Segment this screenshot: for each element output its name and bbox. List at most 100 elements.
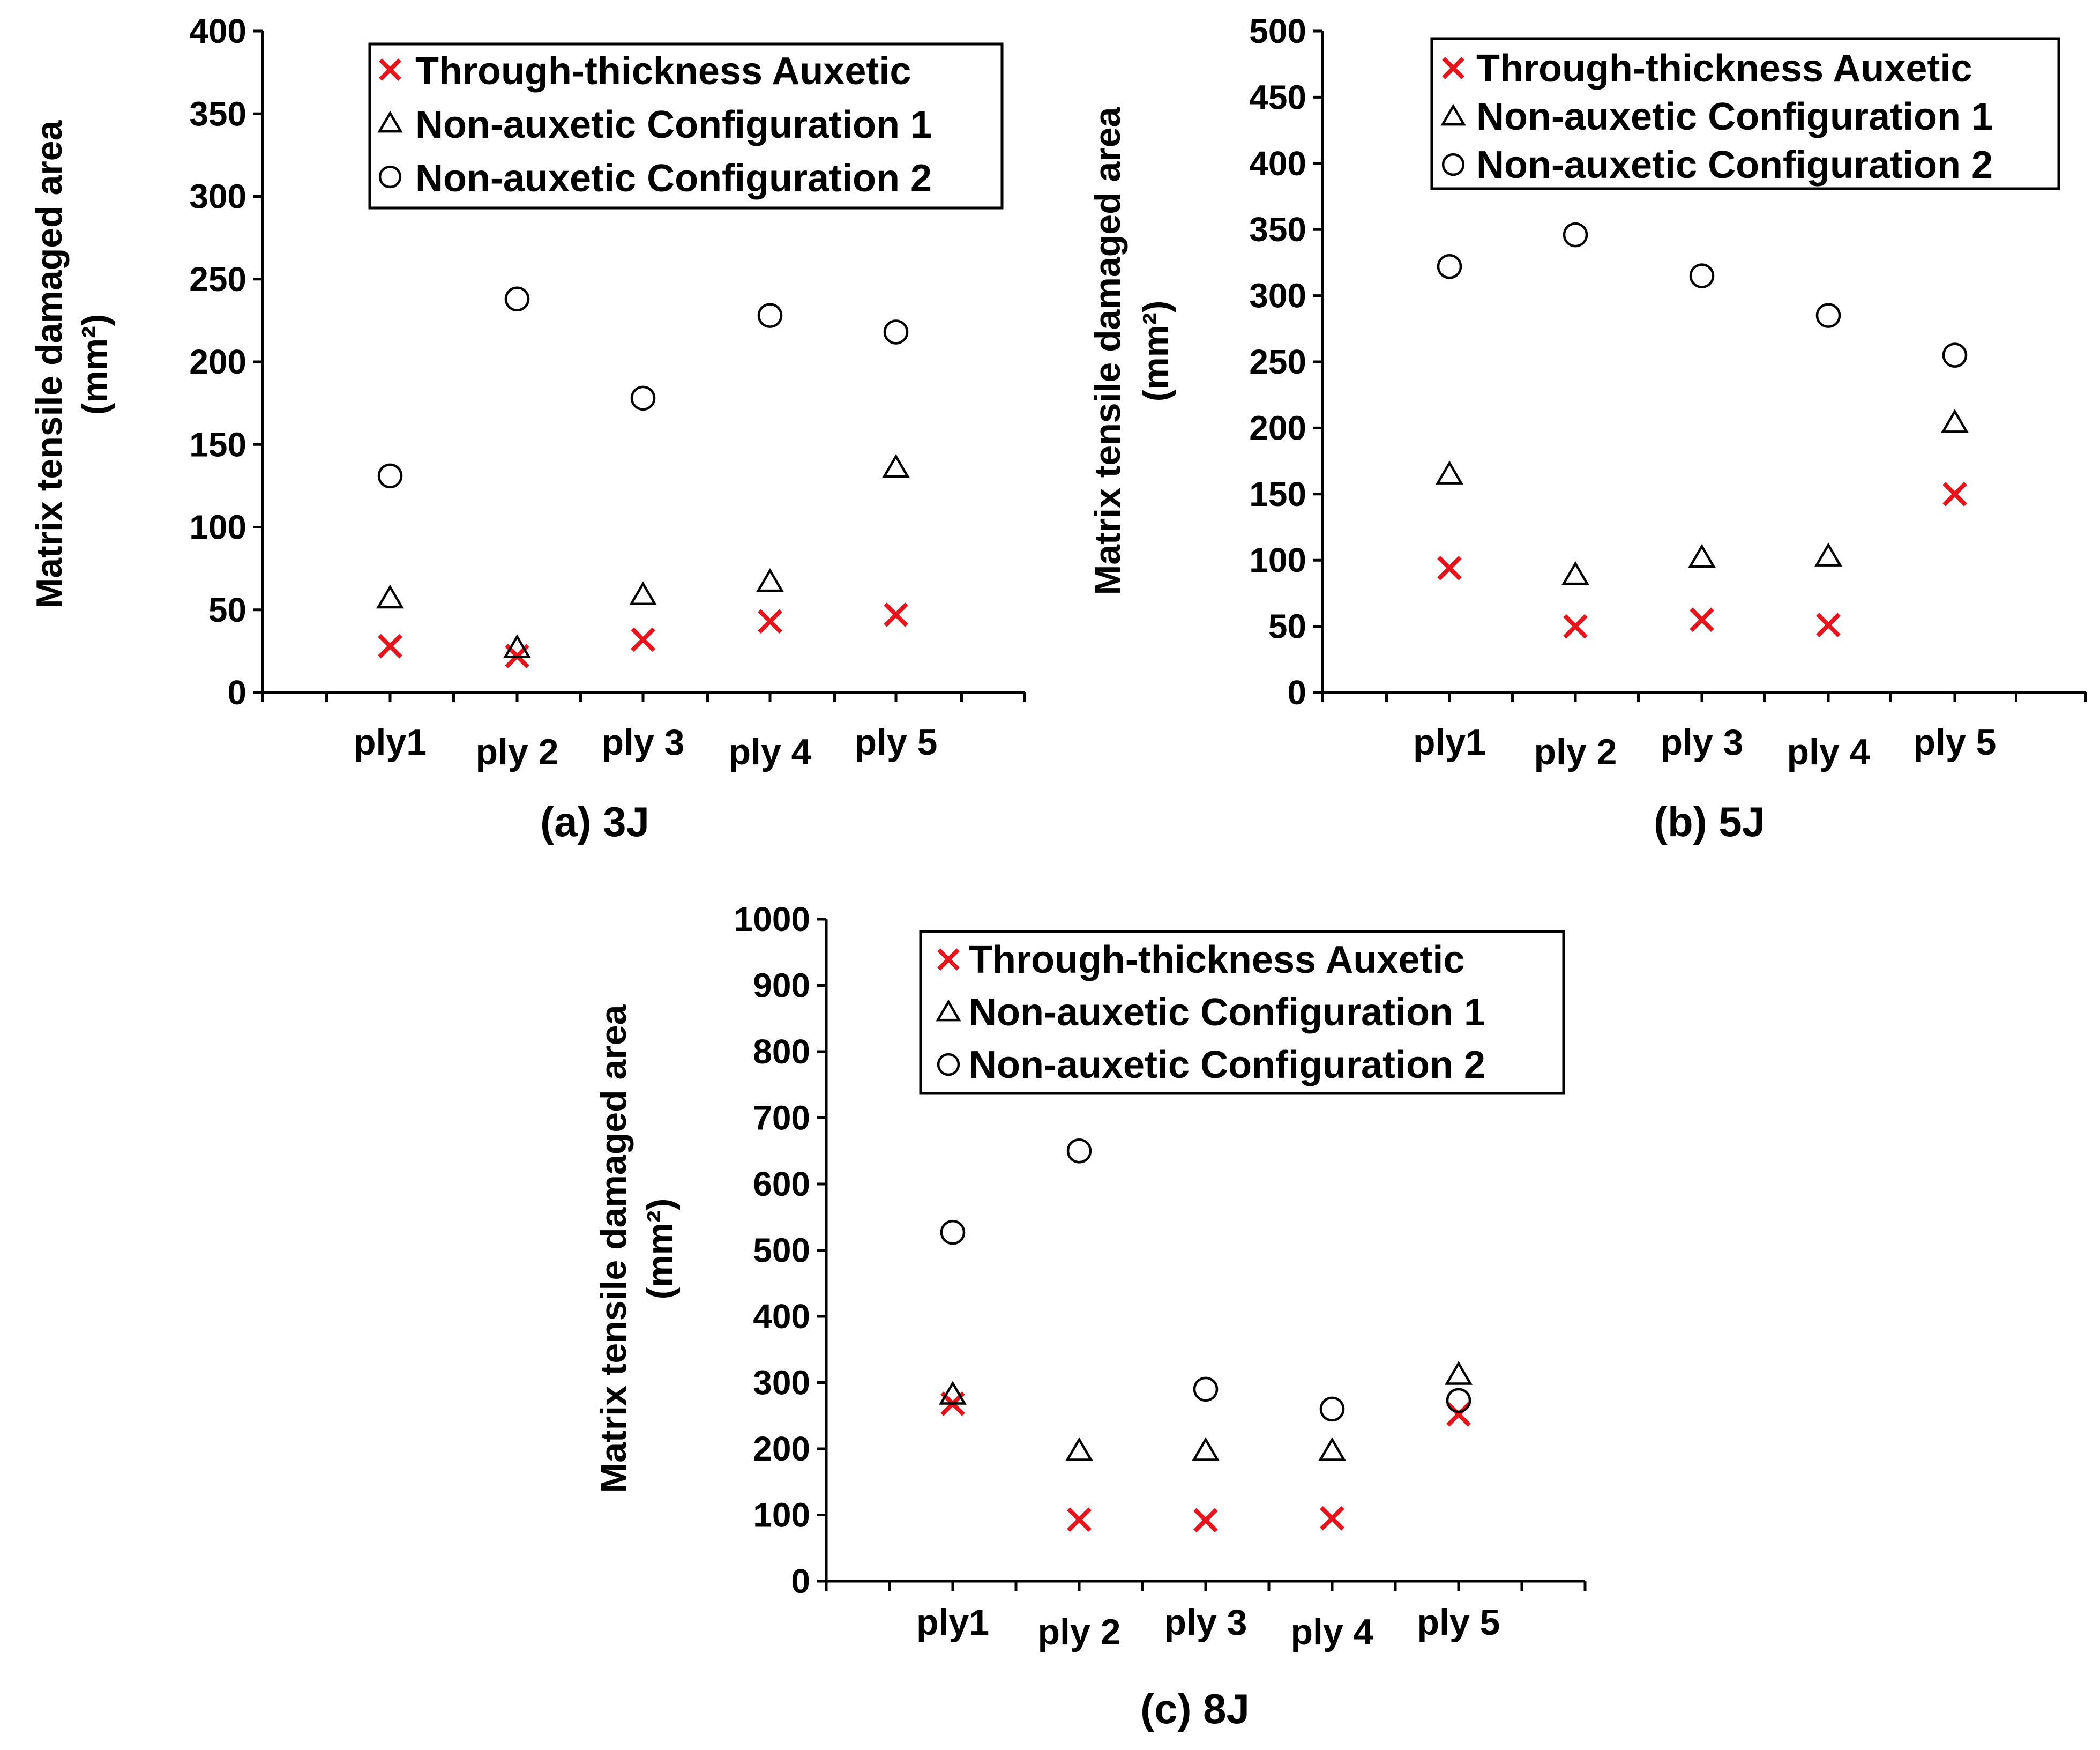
legend-marker-config2 [937,1053,960,1076]
y-axis-title-line1: Matrix tensile damaged area [29,120,70,608]
y-axis-title-line1: Matrix tensile damaged area [593,1004,634,1493]
data-point-auxetic [1563,614,1588,639]
data-point-config1 [376,584,404,609]
chart-3j: Matrix tensile damaged area (mm²) 0 50 100… [29,12,1026,845]
x-tick-label: ply 2 [1534,732,1617,772]
data-point-config2 [1319,1396,1345,1422]
y-tick-label: 400 [753,1297,810,1336]
y-tick-label: 100 [753,1496,810,1535]
y-tick-label: 100 [189,508,246,547]
data-point-auxetic [1067,1507,1092,1532]
x-tick-label: ply 3 [602,722,685,763]
y-tick-label: 450 [1249,78,1306,116]
x-tick-label: ply 5 [855,722,938,763]
data-point-config1 [756,568,784,592]
y-axis-title: Matrix tensile damaged area (mm²) [1087,106,1176,595]
data-point-config2 [883,319,909,345]
data-point-config2 [1689,263,1715,288]
y-tick-label: 100 [1249,541,1306,579]
y-tick-label: 200 [753,1429,810,1468]
data-point-auxetic [758,609,782,634]
caption-5j: (b) 5J [1654,798,1765,845]
y-tick-label: 0 [227,673,246,712]
data-point-config1 [503,634,531,658]
y-tick-label: 600 [753,1165,810,1203]
y-tick-label: 500 [1249,12,1306,50]
x-tick-label: ply 3 [1164,1602,1247,1643]
data-point-auxetic [1816,613,1841,637]
legend-label-config2: Non-auxetic Configuration 2 [1476,144,1993,187]
data-marks [376,286,910,668]
y-axis-title: Matrix tensile damaged area (mm²) [593,1004,681,1493]
legend-box [368,42,1004,210]
data-point-config1 [882,453,910,478]
legend-box [919,930,1565,1095]
x-tick-label: ply 2 [1038,1612,1121,1652]
axis-ticks: 0 50 100 150 200 250 300 350 400 450 500 ply1 ply 2 p… [1249,12,2087,772]
x-tick-label: ply 5 [1914,722,1997,763]
x-tick-label: ply 4 [729,732,812,772]
data-point-auxetic [1437,556,1462,580]
legend-label-auxetic: Through-thickness Auxetic [969,939,1464,981]
data-point-config1 [1814,542,1842,567]
y-tick-label: 200 [1249,408,1306,447]
x-tick-label: ply1 [354,722,427,763]
y-tick-label: 800 [753,1032,810,1071]
data-point-auxetic [884,602,908,627]
y-axis-title-line2: (mm²) [640,1198,681,1300]
data-point-config1 [1436,460,1463,485]
data-point-config1 [1192,1437,1220,1461]
x-tick-label: ply 3 [1661,722,1744,763]
data-marks [939,1138,1473,1533]
y-axis-title-line2: (mm²) [74,314,115,415]
legend: Through-thickness Auxetic Non-auxetic Co… [1430,37,2060,190]
y-tick-label: 150 [1249,475,1306,513]
caption-8j: (c) 8J [1140,1685,1250,1732]
chart-5j: Matrix tensile damaged area (mm²) 0 50 100… [1087,12,2087,845]
data-point-config1 [1445,1361,1473,1385]
data-point-auxetic [1942,481,1967,507]
data-point-config2 [1815,303,1841,328]
x-tick-label: ply 5 [1417,1602,1500,1643]
y-tick-label: 350 [189,94,246,133]
legend-label-config1: Non-auxetic Configuration 1 [1476,95,1993,138]
legend-marker-config2 [1441,153,1465,176]
data-point-auxetic [1320,1506,1344,1531]
legend-label-config1: Non-auxetic Configuration 1 [969,991,1485,1034]
y-tick-label: 0 [791,1562,810,1600]
legend-box [1430,37,2060,190]
y-tick-label: 250 [189,260,246,299]
y-tick-label: 400 [189,12,246,50]
legend: Through-thickness Auxetic Non-auxetic Co… [368,42,1004,210]
y-tick-label: 250 [1249,342,1306,381]
x-tick-label: ply 4 [1291,1612,1374,1652]
y-tick-label: 300 [753,1364,810,1402]
legend-marker-config2 [378,165,402,189]
legend-marker-auxetic [379,58,401,81]
axis-ticks: 0 50 100 150 200 250 300 350 400 ply1 ply 2 ply 3 pl… [189,12,1026,772]
data-point-auxetic [1446,1402,1471,1427]
axis-ticks: 0 100 200 300 400 500 600 700 800 900 1000 ply1 ply … [734,900,1587,1652]
data-point-config2 [377,463,403,489]
data-point-config2 [1942,342,1968,368]
y-tick-label: 300 [189,177,246,216]
data-point-config1 [1941,409,1969,433]
data-point-config1 [629,581,657,606]
data-point-auxetic [1193,1508,1218,1533]
data-point-config2 [1563,222,1588,248]
x-tick-label: ply1 [916,1602,989,1643]
data-point-config1 [1318,1437,1346,1461]
y-tick-label: 900 [753,966,810,1005]
y-tick-label: 700 [753,1099,810,1137]
y-tick-label: 500 [753,1231,810,1270]
y-tick-label: 400 [1249,144,1306,183]
x-tick-label: ply 2 [476,732,559,772]
y-tick-label: 300 [1249,277,1306,315]
data-point-config1 [1561,561,1589,585]
data-point-config2 [940,1219,966,1245]
y-axis-title-line2: (mm²) [1135,301,1176,402]
legend-label-config1: Non-auxetic Configuration 1 [415,103,932,146]
legend: Through-thickness Auxetic Non-auxetic Co… [919,930,1565,1095]
y-tick-label: 50 [1268,607,1306,646]
